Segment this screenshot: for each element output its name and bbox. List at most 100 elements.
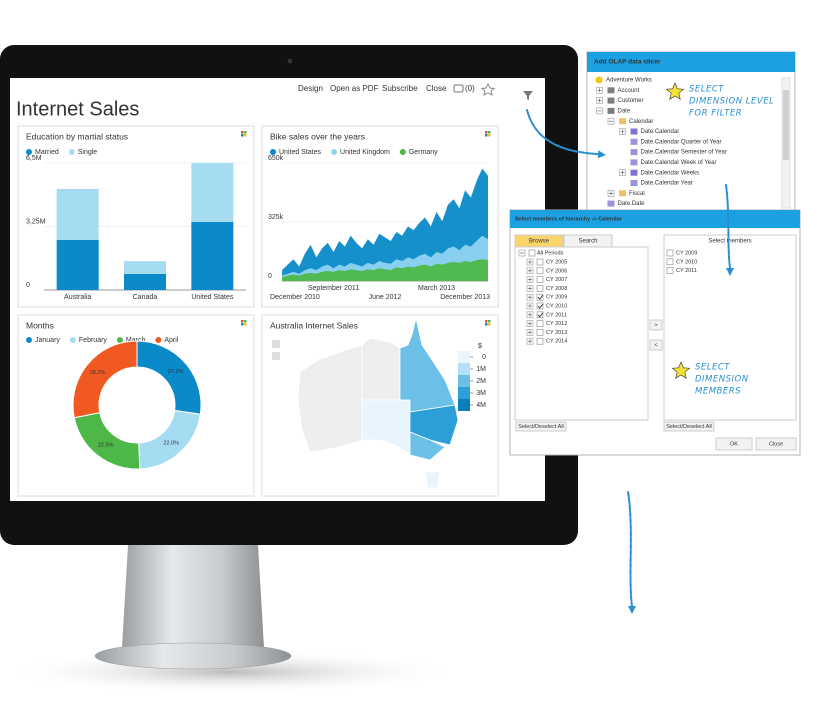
checkbox[interactable] bbox=[536, 302, 544, 310]
toolbar-button[interactable]: Design bbox=[298, 84, 323, 93]
tree-icon bbox=[630, 128, 638, 135]
member-item[interactable]: CY 2013 bbox=[546, 330, 567, 336]
members-title: Select members of hierarchy -> Calendar bbox=[515, 216, 623, 222]
checkbox[interactable] bbox=[536, 285, 544, 292]
tree-item[interactable]: Date.Calendar Quarter of Year bbox=[641, 139, 722, 145]
tree-item[interactable]: Fiscal bbox=[629, 191, 645, 197]
checkbox[interactable] bbox=[536, 320, 544, 327]
legend-marker bbox=[270, 149, 276, 155]
map-region bbox=[297, 344, 363, 453]
checkbox[interactable] bbox=[536, 258, 544, 266]
checkbox[interactable] bbox=[536, 293, 544, 301]
data-label: 27.3% bbox=[168, 369, 184, 375]
tree-item[interactable]: Customer bbox=[618, 98, 644, 104]
tree-item[interactable]: Calendar bbox=[629, 119, 653, 125]
button-label[interactable]: Close bbox=[769, 441, 783, 447]
legend-swatch bbox=[458, 399, 470, 411]
checkbox[interactable] bbox=[536, 311, 544, 319]
selected-item[interactable]: CY 2009 bbox=[676, 250, 697, 256]
checkbox[interactable] bbox=[666, 267, 674, 274]
expander-sign bbox=[620, 170, 625, 175]
expander-sign bbox=[528, 312, 532, 317]
legend-marker bbox=[331, 149, 338, 155]
tree-item[interactable]: Date.Calendar Week of Year bbox=[641, 160, 717, 166]
zoom-in[interactable] bbox=[272, 340, 280, 348]
annotation-star bbox=[671, 361, 691, 379]
button[interactable] bbox=[715, 437, 753, 451]
x-tick-label: December 2013 bbox=[440, 294, 490, 301]
chart-title: Australia Internet Sales bbox=[270, 320, 358, 330]
widget-icon bbox=[244, 320, 247, 323]
tree-item[interactable]: Date.Calendar Year bbox=[641, 181, 693, 187]
widget-icon bbox=[488, 320, 491, 323]
member-item[interactable]: CY 2009 bbox=[546, 295, 567, 301]
legend-tick-label: 0 bbox=[482, 354, 486, 361]
checkbox[interactable] bbox=[528, 249, 536, 257]
member-item[interactable]: CY 2011 bbox=[546, 312, 567, 318]
button[interactable] bbox=[649, 319, 663, 331]
legend-label: Married bbox=[35, 149, 59, 156]
tree-item[interactable]: Date.Calendar Semester of Year bbox=[641, 150, 727, 156]
tree-icon bbox=[630, 169, 638, 176]
x-tick-label: United States bbox=[191, 294, 234, 301]
button[interactable] bbox=[649, 339, 663, 351]
button[interactable] bbox=[755, 437, 797, 451]
map-region bbox=[424, 471, 441, 489]
member-item[interactable]: CY 2005 bbox=[546, 259, 567, 265]
legend-swatch bbox=[458, 375, 470, 387]
selected-item[interactable]: CY 2010 bbox=[676, 259, 697, 265]
scroll-thumb[interactable] bbox=[783, 90, 789, 160]
button-label[interactable]: OK bbox=[730, 441, 738, 447]
member-item[interactable]: CY 2014 bbox=[546, 339, 567, 345]
toolbar-button[interactable]: Close bbox=[426, 84, 447, 93]
button-label[interactable]: > bbox=[654, 322, 657, 328]
zoom-out[interactable] bbox=[272, 352, 280, 360]
annotation-text: SELECT bbox=[695, 363, 730, 373]
checkbox[interactable] bbox=[666, 258, 674, 266]
tree-item[interactable]: Date.Calendar Weeks bbox=[641, 170, 700, 176]
expander-sign bbox=[597, 88, 602, 93]
checkbox[interactable] bbox=[666, 249, 674, 257]
member-item[interactable]: CY 2010 bbox=[546, 303, 567, 309]
checkbox[interactable] bbox=[536, 276, 544, 283]
checkbox[interactable] bbox=[536, 267, 544, 275]
tree-icon bbox=[607, 200, 615, 207]
button-label[interactable]: < bbox=[654, 342, 657, 348]
arrow-head bbox=[726, 268, 734, 276]
tree-icon bbox=[607, 107, 615, 114]
legend-swatch bbox=[458, 387, 470, 399]
bar-segment bbox=[191, 163, 234, 223]
toolbar-button[interactable]: Subscribe bbox=[382, 84, 418, 93]
tab-label[interactable]: Browse bbox=[529, 239, 550, 245]
comment-count[interactable]: (0) bbox=[465, 84, 475, 93]
map-region bbox=[409, 431, 446, 461]
button-label[interactable]: Select/Deselect All bbox=[666, 424, 712, 430]
tree-item[interactable]: Date bbox=[618, 108, 631, 114]
favorite-star[interactable] bbox=[480, 82, 496, 96]
member-item[interactable]: CY 2008 bbox=[546, 286, 567, 292]
tree-item[interactable]: Adventure Works bbox=[606, 78, 652, 84]
checkbox[interactable] bbox=[536, 337, 544, 345]
filter-icon[interactable] bbox=[523, 91, 533, 100]
button[interactable] bbox=[663, 421, 715, 432]
toolbar-button[interactable]: Open as PDF bbox=[330, 84, 379, 93]
selected-item[interactable]: CY 2011 bbox=[676, 268, 697, 274]
member-item[interactable]: All Periods bbox=[537, 250, 564, 256]
tree-icon bbox=[607, 97, 615, 104]
tree-icon bbox=[607, 87, 615, 94]
tab-label[interactable]: Search bbox=[578, 239, 597, 245]
comment-icon[interactable] bbox=[453, 84, 464, 93]
widget-icon bbox=[241, 134, 244, 137]
member-item[interactable]: CY 2007 bbox=[546, 277, 567, 283]
tree-item[interactable]: Account bbox=[618, 88, 640, 94]
chart-title: Months bbox=[26, 320, 54, 330]
member-item[interactable]: CY 2012 bbox=[546, 321, 567, 327]
tree-item[interactable]: Date.Calendar bbox=[641, 129, 680, 135]
button-label[interactable]: Select/Deselect All bbox=[518, 424, 564, 430]
member-item[interactable]: CY 2006 bbox=[546, 268, 567, 274]
tree-item[interactable]: Date.Date bbox=[618, 201, 646, 207]
button[interactable] bbox=[515, 421, 567, 432]
expander-sign bbox=[528, 304, 532, 308]
checkbox[interactable] bbox=[536, 329, 544, 336]
expander-sign bbox=[528, 260, 532, 264]
